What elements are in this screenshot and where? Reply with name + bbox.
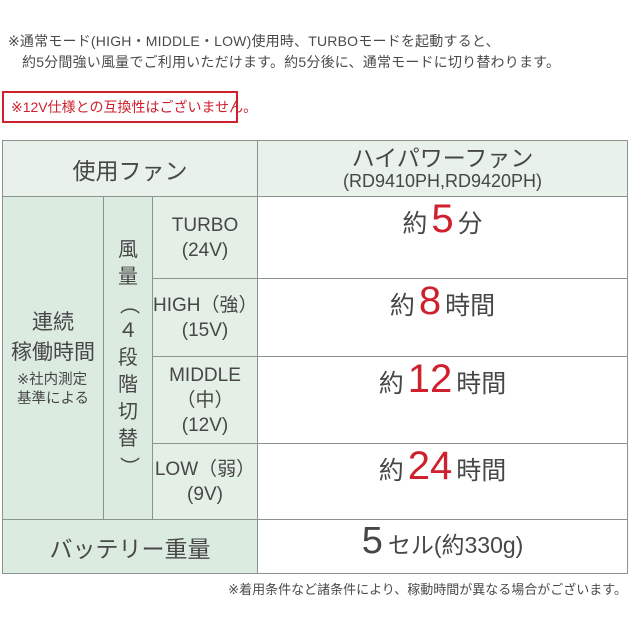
value-turbo-prefix: 約 (402, 210, 428, 238)
battery-weight-value: 5 セル(約330g) (258, 520, 627, 573)
mode-middle-line1: MIDDLE (169, 364, 241, 386)
value-middle-unit: 時間 (456, 370, 507, 398)
duration-note: ※社内測定 基準による (17, 371, 89, 409)
battery-cell-count: 5 (361, 520, 383, 562)
fan-models: (RD9410PH,RD9420PH) (342, 171, 543, 191)
turbo-mode-note: ※通常モード(HIGH・MIDDLE・LOW)使用時、TURBOモードを起動する… (8, 31, 560, 73)
duration-label-line1: 連続 (32, 310, 74, 334)
duration-label: 連続 稼働時間 (11, 308, 95, 368)
value-high-prefix: 約 (389, 292, 415, 320)
duration-note-line2: 基準による (16, 390, 90, 407)
airflow-vertical-label: 風量（４ 段階切替） (117, 238, 140, 477)
value-cell-middle: 約 12 時間 (258, 357, 627, 444)
value-low-prefix: 約 (378, 457, 404, 485)
value-cell-low: 約 24 時間 (258, 444, 627, 520)
turbo-mode-note-line2: 約5分間強い風量でご利用いただけます。約5分後に、通常モードに切り替わります。 (22, 54, 561, 70)
header-fan-label-text: 使用ファン (72, 157, 188, 184)
compatibility-warning-text: ※12V仕様との互換性はございません。 (11, 99, 258, 115)
fan-name: ハイパワーファン (351, 145, 534, 171)
duration-group-label: 連続 稼働時間 ※社内測定 基準による (3, 197, 104, 520)
mode-low-line1: LOW（弱） (154, 458, 256, 480)
value-low-unit: 時間 (456, 457, 507, 485)
value-high-number: 8 (418, 279, 442, 323)
spec-table: 使用ファン ハイパワーファン (RD9410PH,RD9420PH) 連続 稼働… (2, 140, 628, 574)
value-middle-prefix: 約 (378, 370, 404, 398)
header-fan-label: 使用ファン (3, 141, 258, 197)
turbo-mode-note-line1: ※通常モード(HIGH・MIDDLE・LOW)使用時、TURBOモードを起動する… (8, 33, 500, 49)
mode-middle-line3: (12V) (181, 414, 229, 436)
value-middle-number: 12 (407, 357, 453, 401)
mode-low-line2: (9V) (187, 483, 223, 505)
duration-note-line1: ※社内測定 (16, 371, 88, 388)
airflow-group-label: 風量（４ 段階切替） (104, 197, 153, 520)
mode-cell-middle: MIDDLE （中） (12V) (153, 357, 258, 444)
battery-weight-suffix: セル(約330g) (387, 532, 524, 558)
battery-weight-label: バッテリー重量 (3, 520, 258, 573)
mode-cell-high: HIGH（強） (15V) (153, 279, 258, 357)
mode-high-line1: HIGH（強） (153, 294, 258, 316)
mode-middle-line2: （中） (176, 389, 234, 411)
value-cell-turbo: 約 5 分 (258, 197, 627, 279)
mode-turbo-line2: (24V) (181, 239, 229, 261)
compatibility-warning-box: ※12V仕様との互換性はございません。 (2, 91, 257, 123)
value-cell-high: 約 8 時間 (258, 279, 627, 357)
mode-turbo-line1: TURBO (171, 214, 239, 236)
conditions-footnote: ※着用条件など諸条件により、稼動時間が異なる場合がございます。 (228, 582, 627, 597)
header-fan-name: ハイパワーファン (RD9410PH,RD9420PH) (258, 141, 627, 197)
mode-cell-turbo: TURBO (24V) (153, 197, 258, 279)
battery-weight-label-text: バッテリー重量 (49, 535, 211, 562)
value-high-unit: 時間 (445, 292, 496, 320)
duration-label-line2: 稼働時間 (11, 340, 95, 364)
mode-cell-low: LOW（弱） (9V) (153, 444, 258, 520)
mode-high-line2: (15V) (181, 319, 229, 341)
value-turbo-unit: 分 (457, 210, 483, 238)
value-turbo-number: 5 (431, 197, 454, 241)
value-low-number: 24 (407, 444, 453, 488)
